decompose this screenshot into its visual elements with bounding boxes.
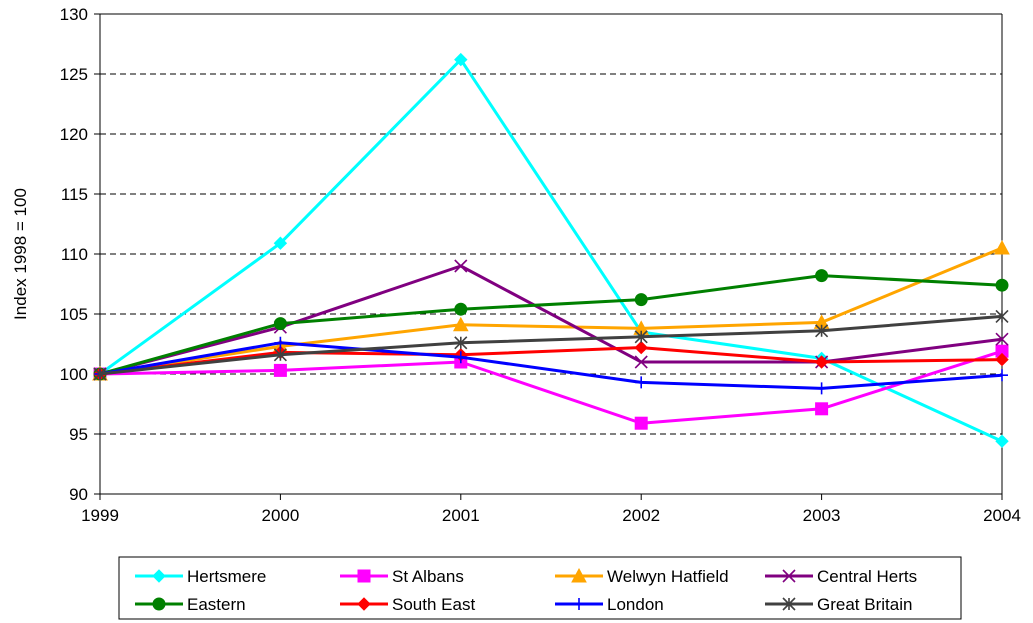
y-tick-label: 115 xyxy=(61,185,88,204)
y-tick-label: 110 xyxy=(61,245,88,264)
legend-label: Welwyn Hatfield xyxy=(607,567,729,586)
series-hertsmere xyxy=(93,52,1009,448)
legend-item: Hertsmere xyxy=(135,567,266,586)
series-eastern xyxy=(93,269,1009,381)
data-point xyxy=(815,382,828,395)
data-point xyxy=(454,259,468,273)
data-point xyxy=(152,597,166,611)
data-point xyxy=(814,355,829,369)
data-point xyxy=(152,569,166,583)
data-point xyxy=(634,416,648,430)
legend-label: South East xyxy=(392,595,475,614)
data-point xyxy=(995,332,1009,346)
data-point xyxy=(782,569,796,583)
y-ticks: 90 95 100 105 110 115 120 125 130 xyxy=(60,5,100,504)
data-point xyxy=(571,567,587,583)
legend-item: London xyxy=(555,595,664,614)
legend-box xyxy=(118,556,962,620)
data-point xyxy=(93,367,107,381)
x-tick-label: 1999 xyxy=(81,506,119,525)
axes xyxy=(99,13,1003,495)
legend-item: Central Herts xyxy=(765,567,917,586)
series-line xyxy=(99,58,1003,443)
legend-label: Hertsmere xyxy=(187,567,266,586)
legend-label: Great Britain xyxy=(817,595,912,614)
data-point xyxy=(634,355,648,369)
series-lines xyxy=(92,52,1010,448)
y-tick-label: 120 xyxy=(60,125,88,144)
data-point xyxy=(635,376,648,389)
series-line xyxy=(99,346,1003,376)
y-tick-label: 125 xyxy=(60,65,88,84)
series-line xyxy=(99,264,1003,376)
series-line xyxy=(99,349,1003,425)
data-point xyxy=(994,239,1010,255)
y-tick-label: 100 xyxy=(60,365,88,384)
legend-item: Welwyn Hatfield xyxy=(555,567,729,586)
data-point xyxy=(782,597,796,611)
data-point xyxy=(634,330,648,344)
x-tick-label: 2004 xyxy=(983,506,1021,525)
data-point xyxy=(815,402,829,416)
data-point xyxy=(454,302,468,316)
x-tick-label: 2001 xyxy=(442,506,480,525)
data-point xyxy=(995,278,1009,292)
data-point xyxy=(452,316,469,332)
legend-item: Eastern xyxy=(135,595,246,614)
data-point xyxy=(573,598,585,610)
series-line xyxy=(99,341,1003,390)
legend-item: St Albans xyxy=(340,567,464,586)
series-line xyxy=(99,314,1003,376)
y-tick-label: 130 xyxy=(60,5,88,24)
legend-label: St Albans xyxy=(392,567,464,586)
legend-label: London xyxy=(607,595,664,614)
data-point xyxy=(995,309,1009,323)
data-point xyxy=(273,317,287,331)
series-line xyxy=(99,246,1003,376)
data-point xyxy=(454,336,468,350)
data-point xyxy=(815,324,829,338)
data-point xyxy=(815,269,829,283)
y-tick-label: 90 xyxy=(69,485,88,504)
data-point xyxy=(273,348,287,362)
data-point xyxy=(273,236,288,250)
x-ticks: 1999 2000 2001 2002 2003 2004 xyxy=(81,494,1021,525)
data-point xyxy=(357,569,371,583)
data-point xyxy=(454,351,467,364)
data-point xyxy=(634,340,648,355)
data-point xyxy=(274,336,287,349)
data-point xyxy=(454,52,468,67)
data-point xyxy=(273,363,287,377)
x-tick-label: 2002 xyxy=(622,506,660,525)
legend: Hertsmere St Albans Welwyn Hatfield Central… xyxy=(118,556,962,620)
legend-label: Eastern xyxy=(187,595,246,614)
data-point xyxy=(996,369,1008,382)
y-axis-title: Index 1998 = 100 xyxy=(11,188,30,320)
series-line xyxy=(99,274,1003,376)
x-tick-label: 2003 xyxy=(803,506,841,525)
y-tick-label: 95 xyxy=(69,425,88,444)
data-point xyxy=(357,597,371,611)
legend-item: Great Britain xyxy=(765,595,912,614)
x-tick-label: 2000 xyxy=(261,506,299,525)
data-point xyxy=(995,352,1009,367)
y-tick-label: 105 xyxy=(60,305,88,324)
legend-item: South East xyxy=(340,595,475,614)
data-point xyxy=(995,434,1009,448)
data-point xyxy=(634,293,648,307)
legend-label: Central Herts xyxy=(817,567,917,586)
series-great-britain xyxy=(93,309,1009,381)
series-london xyxy=(94,336,1008,395)
